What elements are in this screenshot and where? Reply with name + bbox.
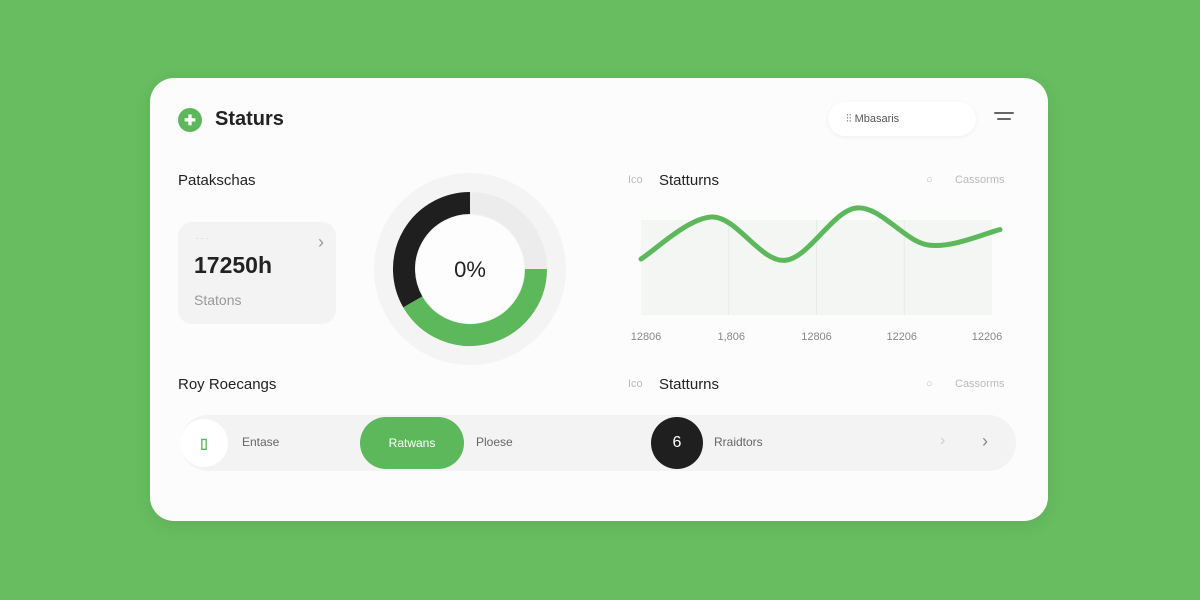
circle-icon: ○: [926, 174, 933, 186]
donut-hole: [416, 215, 524, 323]
chevron-right-icon[interactable]: ›: [940, 432, 946, 449]
stat-label: Statons: [194, 292, 242, 308]
bottom-prefix: Ico: [628, 378, 643, 390]
x-tick-label: 12206: [972, 331, 1003, 343]
series-line: [638, 205, 1003, 263]
donut-segment: [403, 268, 547, 346]
dashboard-card: ✚ Staturs ⫶⫶ Mbasaris Patakschas · · · ›…: [150, 78, 1048, 521]
row-item1-label[interactable]: Entase: [242, 435, 280, 449]
chart-prefix: Ico: [628, 174, 643, 186]
donut-segment: [469, 192, 547, 270]
donut-chart: 0%: [374, 173, 566, 365]
phone-icon[interactable]: ▯: [180, 419, 228, 467]
logo-icon: ✚: [178, 108, 202, 132]
primary-button[interactable]: Ratwans: [360, 417, 464, 469]
section-title: Patakschas: [178, 172, 256, 189]
chart-title: Statturns: [659, 172, 720, 189]
hamburger-icon[interactable]: [994, 108, 1014, 128]
donut-segment: [393, 192, 471, 308]
stat-dots: · · ·: [196, 234, 209, 243]
line-chart: 12806 1,806 12806 12206 12206: [631, 205, 1003, 343]
bottom-right-label[interactable]: Cassorms: [955, 378, 1005, 390]
row-item3-label[interactable]: Rraidtors: [714, 435, 763, 449]
circle-icon: ○: [926, 378, 933, 390]
section-title-bottom: Roy Roecangs: [178, 376, 277, 393]
action-row: ▯ Entase Ratwans Ploese 6 Rraidtors › ›: [180, 415, 1016, 471]
sliders-icon: ⫶⫶: [846, 113, 855, 125]
x-tick-label: 12206: [886, 331, 917, 343]
filter-button[interactable]: ⫶⫶ Mbasaris: [828, 102, 976, 136]
chevron-right-icon[interactable]: ›: [318, 232, 324, 252]
chart-right-label[interactable]: Cassorms: [955, 174, 1005, 186]
donut-center-label: 0%: [454, 257, 486, 282]
dark-badge-icon[interactable]: 6: [651, 417, 703, 469]
stat-card[interactable]: · · · › 17250h Statons: [178, 222, 336, 324]
app-title: Staturs: [215, 108, 284, 130]
chevron-right-icon[interactable]: ›: [982, 431, 988, 451]
filter-label: Mbasaris: [854, 113, 900, 125]
x-tick-label: 12806: [631, 331, 662, 343]
x-tick-label: 1,806: [717, 331, 745, 343]
row-item2-label[interactable]: Ploese: [476, 435, 513, 449]
stat-value: 17250h: [194, 252, 273, 278]
x-tick-label: 12806: [801, 331, 832, 343]
bottom-title: Statturns: [659, 376, 720, 393]
